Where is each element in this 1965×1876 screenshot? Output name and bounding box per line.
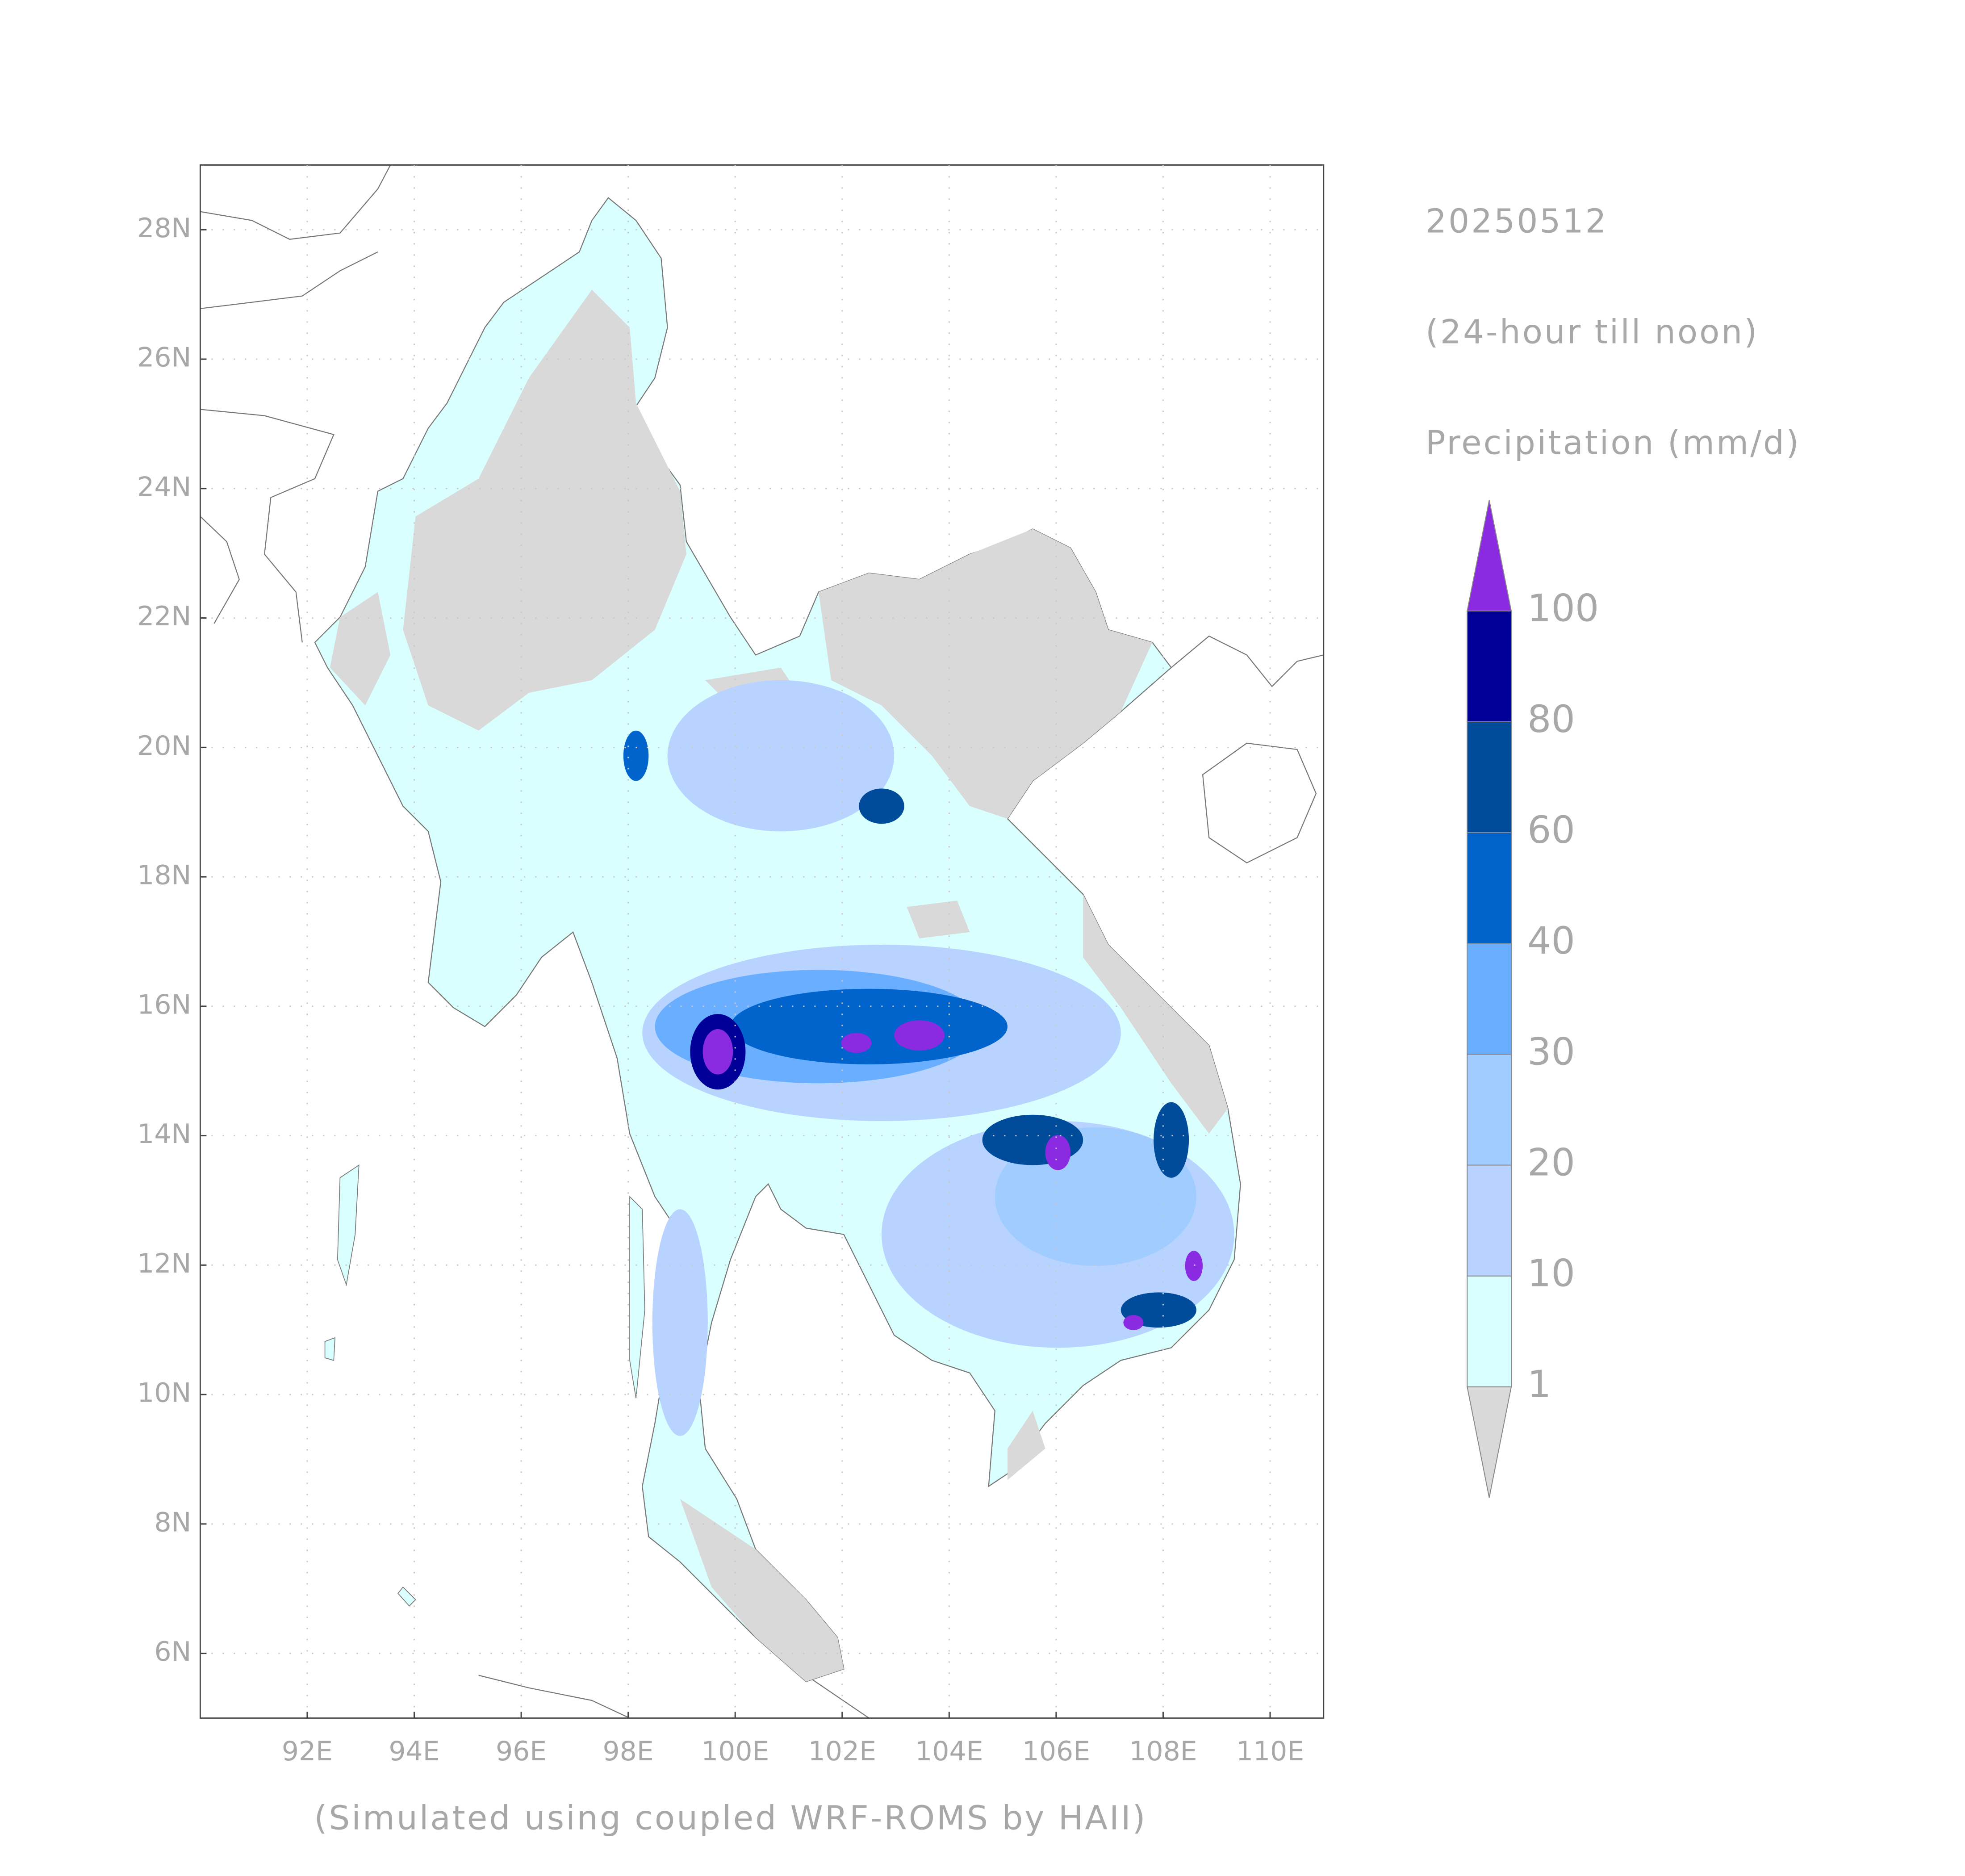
colorbar-box (1467, 1275, 1512, 1387)
y-tick-label: 22N (137, 601, 191, 632)
y-tick-label: 10N (137, 1378, 191, 1409)
x-tick-label: 100E (701, 1736, 769, 1767)
colorbar-box (1467, 832, 1512, 944)
land (200, 165, 1324, 1718)
x-tick-label: 106E (1022, 1736, 1090, 1767)
colorbar-box (1467, 943, 1512, 1055)
y-tick-label: 16N (137, 989, 191, 1020)
map-frame (199, 164, 1325, 1719)
x-tick-label: 94E (389, 1736, 439, 1767)
y-tick-label: 14N (137, 1118, 191, 1150)
x-tick-label: 104E (915, 1736, 983, 1767)
coastline (200, 165, 391, 643)
x-tick-label: 96E (496, 1736, 547, 1767)
colorbar-label: 30 (1527, 1030, 1575, 1073)
credit: (Simulated using coupled WRF-ROMS by HAI… (314, 1799, 1147, 1838)
colorbar-label: 1 (1527, 1362, 1551, 1406)
colorbar-box (1467, 610, 1512, 722)
x-tick-label: 92E (282, 1736, 333, 1767)
colorbar-label: 60 (1527, 808, 1575, 852)
precipitation-patches (623, 680, 1234, 1436)
x-tick-label: 98E (603, 1736, 654, 1767)
map-area (199, 164, 1325, 1719)
colorbar-label: 100 (1527, 586, 1599, 630)
y-tick-label: 8N (154, 1507, 191, 1538)
date: 20250512 (1426, 202, 1608, 241)
grid (200, 165, 1324, 1718)
colorbar-label: 20 (1527, 1140, 1575, 1184)
island-outline (1202, 742, 1317, 864)
period: (24-hour till noon) (1426, 313, 1759, 352)
x-tick-label: 110E (1236, 1736, 1304, 1767)
y-tick-label: 18N (137, 860, 191, 891)
colorbar-low (1467, 1386, 1512, 1498)
colorbar-box (1467, 1164, 1512, 1277)
colorbar-box (1467, 721, 1512, 833)
x-tick-label: 108E (1129, 1736, 1197, 1767)
coastline (1171, 635, 1324, 687)
x-tick-label: 102E (808, 1736, 876, 1767)
y-tick-label: 26N (137, 342, 191, 373)
y-tick-label: 12N (137, 1248, 191, 1279)
colorbar-label: 80 (1527, 697, 1575, 741)
colorbar-high (1467, 500, 1512, 611)
y-tick-label: 6N (154, 1636, 191, 1667)
colorbar-label: 40 (1527, 919, 1575, 963)
y-tick-label: 24N (137, 471, 191, 502)
colorbar-box (1467, 1054, 1512, 1166)
island (324, 1164, 645, 1607)
variable: Precipitation (mm/d) (1426, 424, 1801, 462)
colorbar-label: 10 (1527, 1252, 1575, 1295)
y-tick-label: 28N (137, 213, 191, 244)
dry-areas (330, 289, 1228, 1682)
y-tick-label: 20N (137, 730, 191, 762)
